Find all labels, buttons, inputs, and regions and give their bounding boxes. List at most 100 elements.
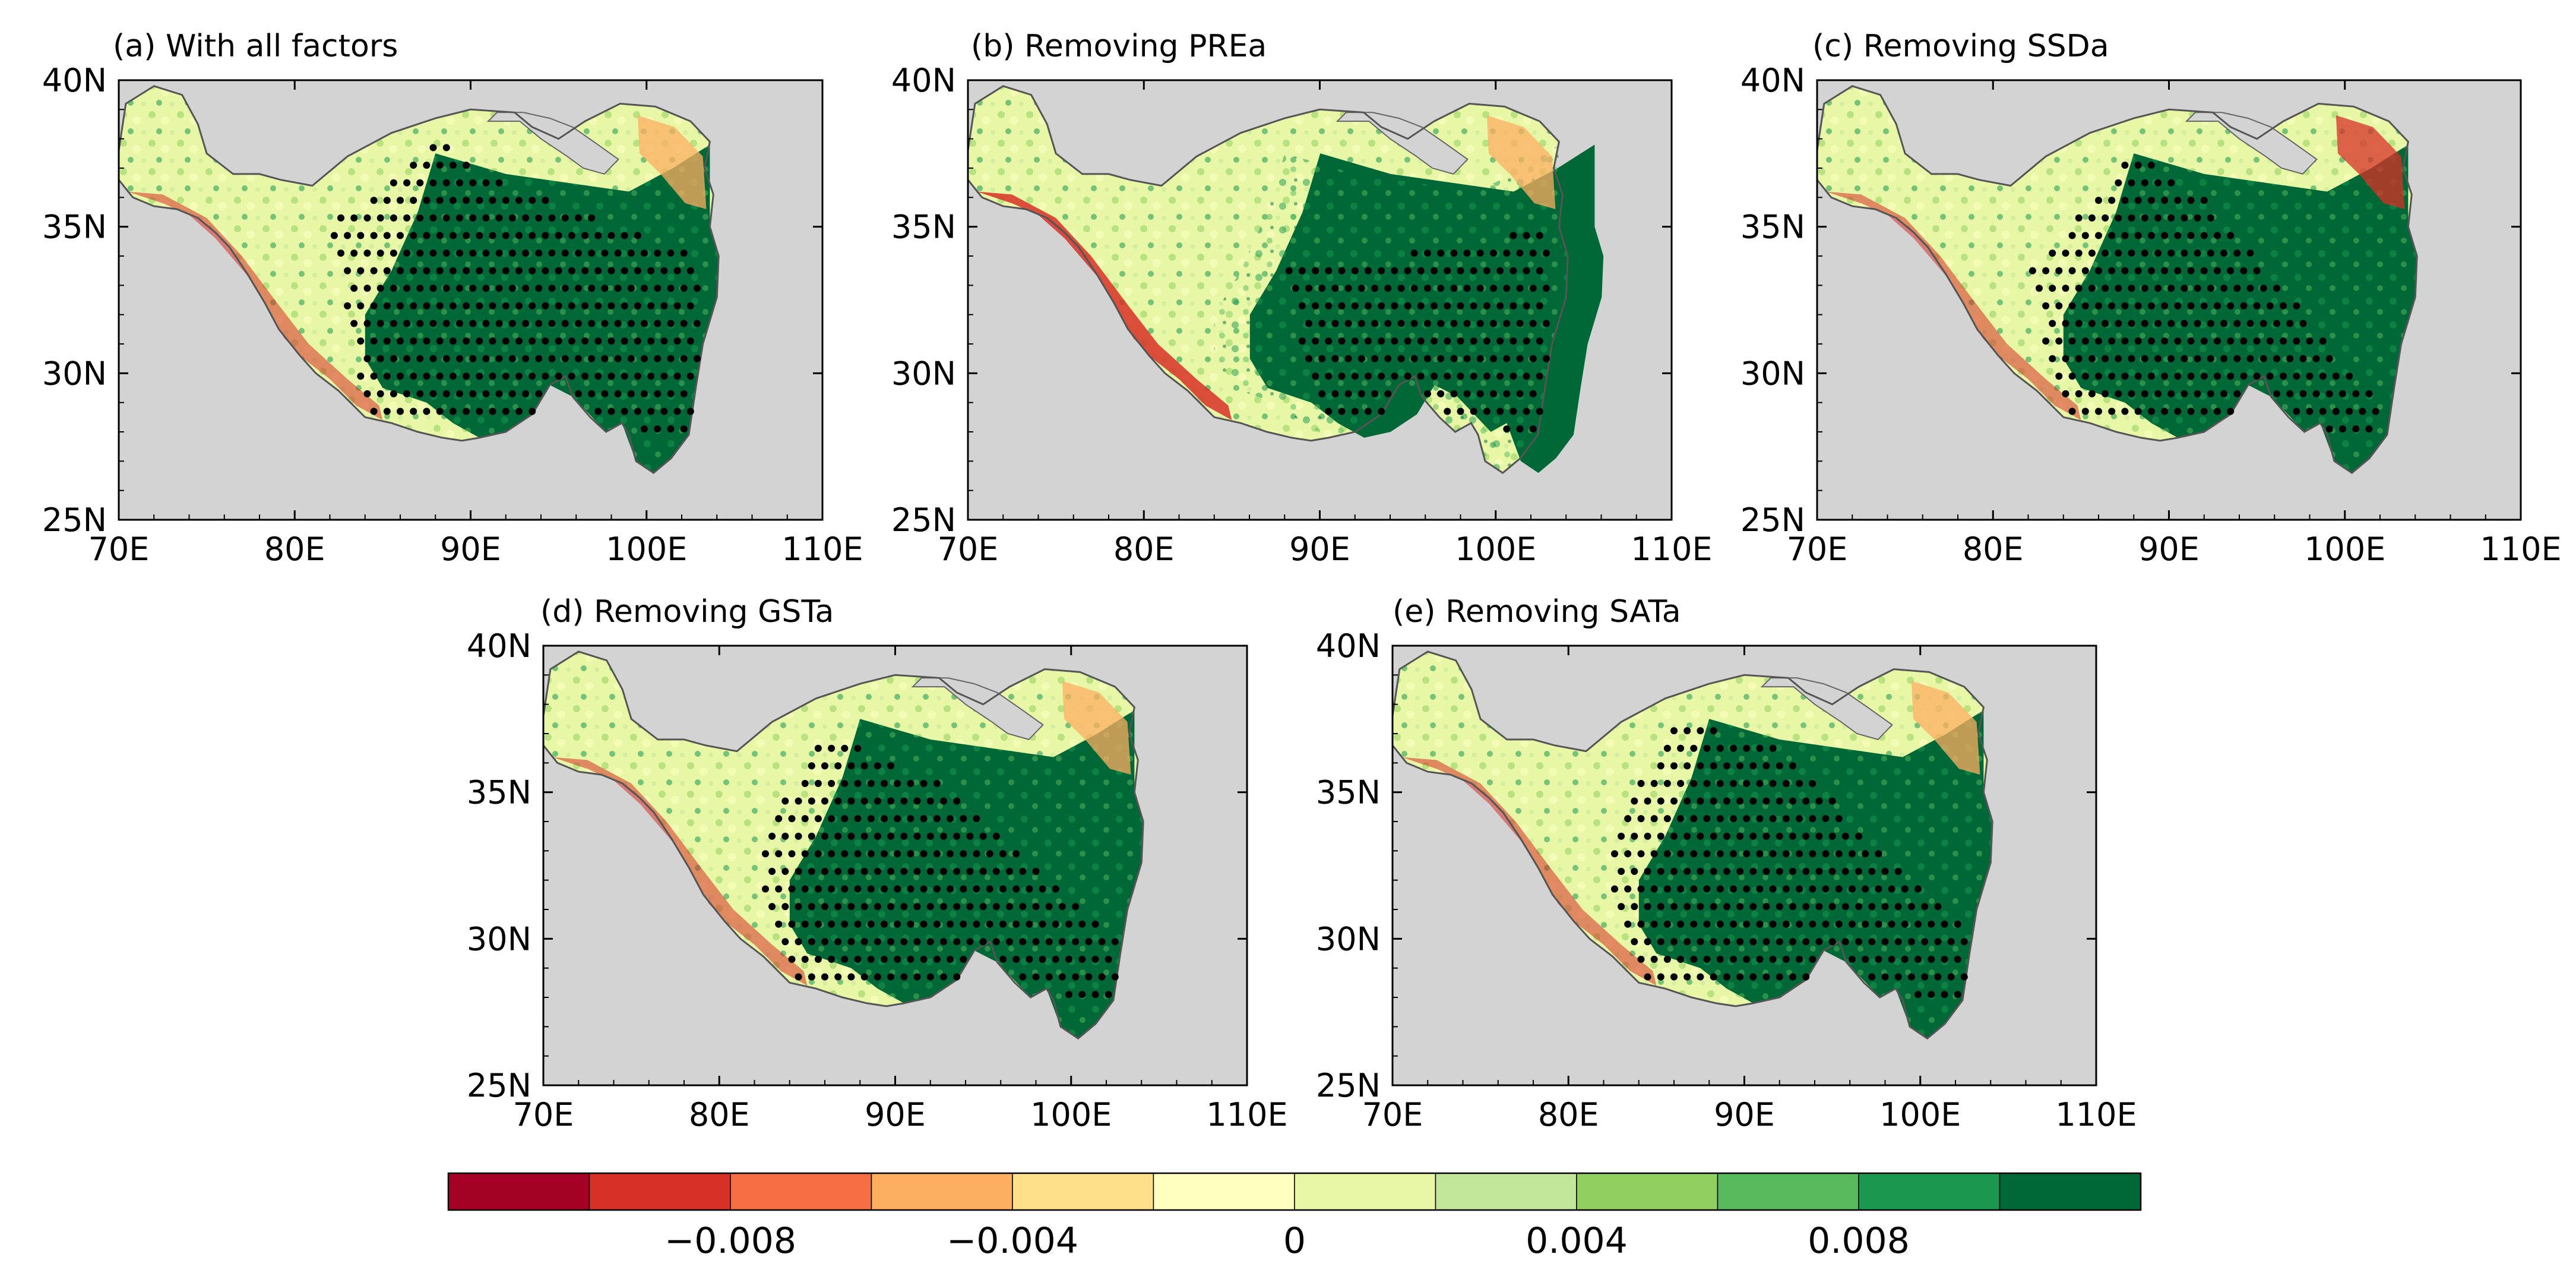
stipple-dot — [1828, 938, 1836, 946]
stipple-dot — [1743, 920, 1751, 928]
stipple-dot — [1404, 372, 1412, 380]
stipple-dot — [847, 797, 855, 805]
stipple-dot — [907, 885, 914, 893]
stipple-dot — [2121, 162, 2129, 169]
stipple-dot — [482, 320, 490, 327]
stipple-dot — [1677, 744, 1685, 752]
lat-tick-label: 30N — [1740, 355, 1805, 392]
stipple-dot — [2095, 408, 2102, 415]
stipple-dot — [469, 390, 477, 397]
stipple-dot — [847, 903, 855, 911]
stipple-dot — [960, 955, 967, 963]
colorbar-box — [1294, 1173, 1436, 1211]
stipple-dot — [1828, 867, 1836, 875]
stipple-dot — [1032, 973, 1040, 981]
stipple-dot — [1849, 920, 1856, 928]
stipple-dot — [821, 938, 828, 946]
stipple-dot — [1921, 973, 1929, 981]
stipple-dot — [463, 408, 470, 415]
stipple-dot — [1809, 815, 1817, 823]
stipple-dot — [795, 973, 802, 981]
stipple-dot — [654, 355, 662, 362]
stipple-dot — [1934, 938, 1942, 946]
stipple-dot — [489, 408, 496, 415]
stipple-dot — [2095, 337, 2102, 345]
stipple-dot — [416, 179, 424, 187]
stipple-dot — [834, 797, 842, 805]
stipple-dot — [476, 267, 483, 274]
stipple-dot — [2147, 267, 2155, 274]
stipple-dot — [795, 867, 802, 875]
stipple-dot — [1822, 815, 1830, 823]
stipple-dot — [1098, 973, 1106, 981]
stipple-dot — [429, 285, 437, 292]
stipple-dot — [2161, 372, 2169, 380]
stipple-dot — [1318, 320, 1326, 327]
stipple-dot — [1039, 920, 1046, 928]
stipple-dot — [436, 267, 444, 274]
stipple-dot — [673, 372, 681, 380]
stipple-dot — [1802, 938, 1810, 946]
stipple-dot — [1312, 372, 1319, 380]
stipple-dot — [1756, 744, 1764, 752]
stipple-dot — [2147, 197, 2155, 204]
stipple-dot — [594, 408, 602, 415]
stipple-dot — [2128, 285, 2135, 292]
stipple-dot — [814, 920, 822, 928]
stipple-dot — [1690, 815, 1698, 823]
stipple-dot — [2068, 408, 2076, 415]
stipple-dot — [2253, 337, 2261, 345]
stipple-dot — [867, 885, 875, 893]
stipple-dot — [2068, 267, 2076, 274]
stipple-dot — [555, 372, 562, 380]
stipple-dot — [1914, 955, 1922, 963]
stipple-dot — [1012, 955, 1020, 963]
stipple-dot — [1437, 355, 1445, 362]
stipple-dot — [1529, 390, 1537, 397]
stipple-dot — [1444, 408, 1451, 415]
stipple-dot — [594, 337, 602, 345]
stipple-dot — [788, 955, 796, 963]
stipple-dot — [2266, 372, 2274, 380]
stipple-dot — [1644, 938, 1651, 946]
stipple-dot — [1365, 372, 1372, 380]
stipple-dot — [854, 815, 862, 823]
stipple-dot — [1762, 903, 1770, 911]
stipple-dot — [1338, 337, 1346, 345]
stipple-dot — [1058, 903, 1066, 911]
stipple-dot — [881, 779, 888, 787]
stipple-dot — [423, 232, 431, 239]
lon-tick-label: 80E — [1113, 530, 1175, 568]
stipple-dot — [2194, 390, 2201, 397]
stipple-dot — [1384, 390, 1392, 397]
stipple-dot — [1509, 267, 1517, 274]
stipple-dot — [1378, 337, 1385, 345]
stipple-dot — [1457, 408, 1464, 415]
stipple-dot — [1828, 832, 1836, 840]
stipple-dot — [781, 938, 789, 946]
colorbar-boxes — [447, 1172, 2142, 1211]
stipple-dot — [634, 372, 641, 380]
stipple-dot — [390, 214, 397, 222]
plateau-border — [118, 85, 720, 474]
stipple-dot — [1769, 815, 1777, 823]
stipple-dot — [874, 762, 881, 770]
stipple-dot — [1875, 920, 1882, 928]
stipple-dot — [926, 832, 934, 840]
lat-tick-label: 30N — [1316, 920, 1381, 958]
stipple-dot — [363, 285, 371, 292]
stipple-dot — [1378, 267, 1385, 274]
stipple-dot — [2167, 179, 2175, 187]
stipple-dot — [2128, 214, 2135, 222]
stipple-dot — [529, 267, 536, 274]
stipple-dot — [1914, 991, 1922, 999]
stipple-dot — [2049, 285, 2056, 292]
stipple-dot — [887, 938, 895, 946]
stipple-dot — [2081, 232, 2089, 239]
panel-e: (e) Removing SATa 70E 80E 90E 100E 110E 40N 35… — [1316, 594, 2137, 1133]
stipple-dot — [1809, 850, 1817, 858]
stipple-dot — [1663, 955, 1671, 963]
colorbar-label: 0 — [1283, 1220, 1306, 1262]
stipple-dot — [801, 815, 809, 823]
stipple-dot — [489, 267, 496, 274]
